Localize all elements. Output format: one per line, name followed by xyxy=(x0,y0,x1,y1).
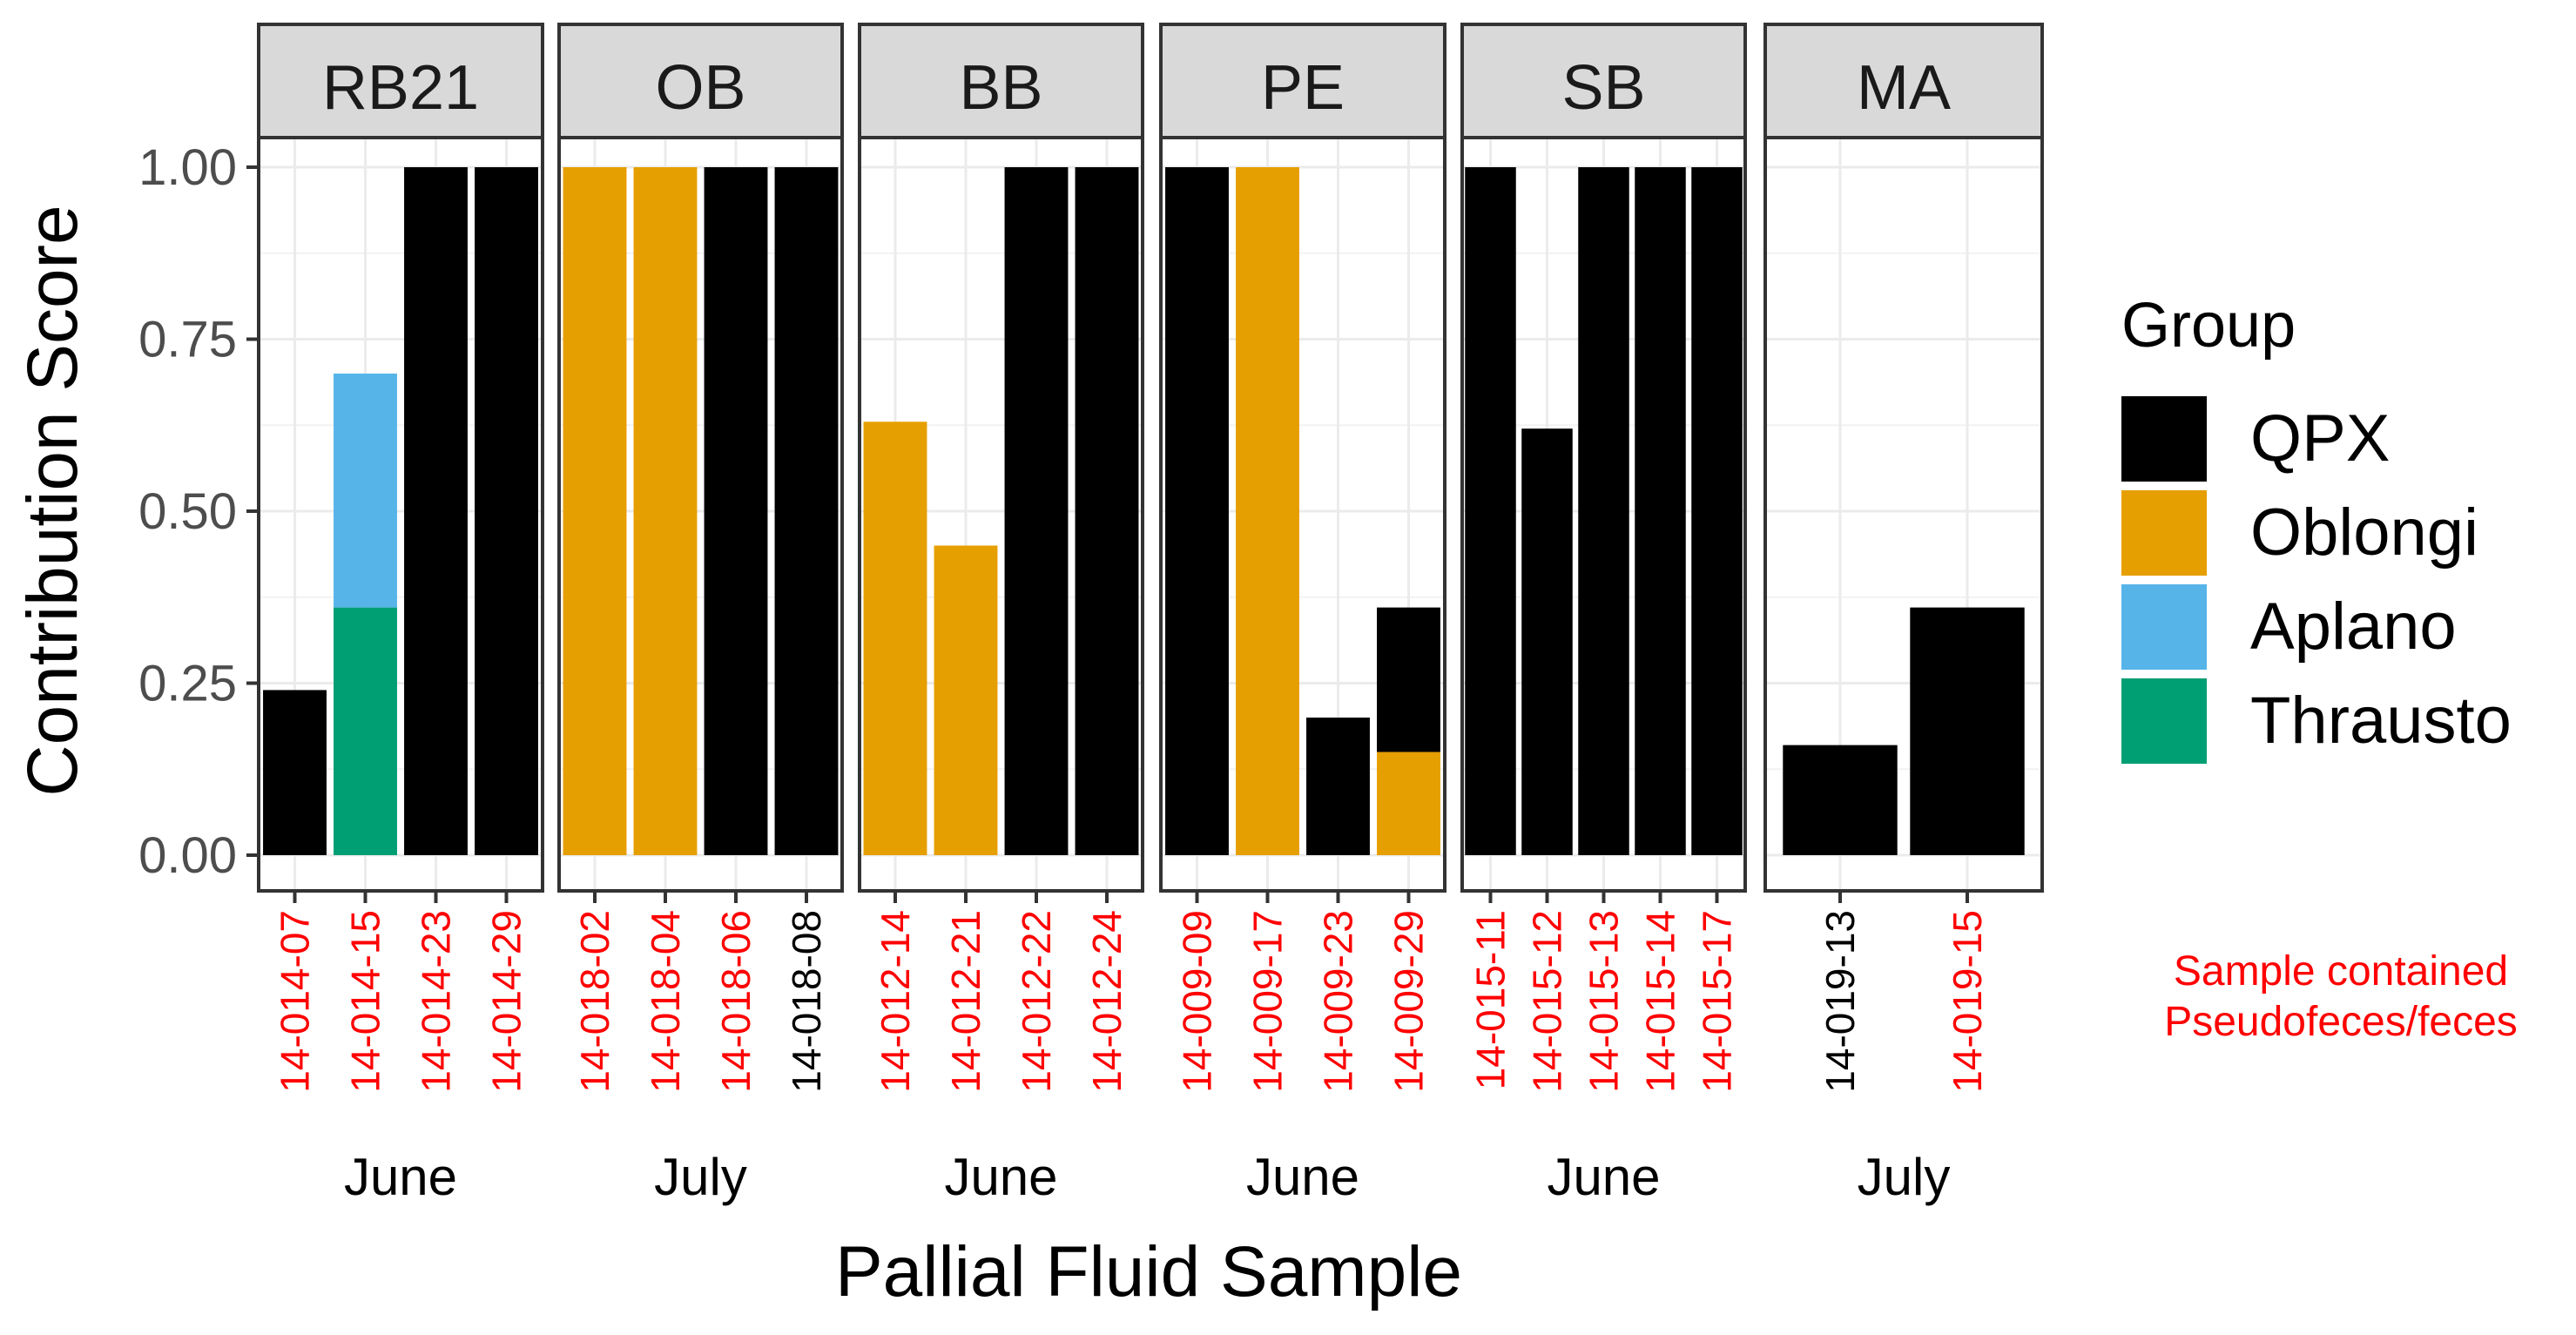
x-tick-label: 14-009-23 xyxy=(1316,910,1361,1093)
strip-background xyxy=(1763,23,2044,139)
month-label: July xyxy=(654,1148,747,1206)
panel-bb: 14-012-14 14-012-21 14-012-22 14-012-24 BB Ju… xyxy=(858,23,1144,1206)
month-label: June xyxy=(944,1148,1057,1206)
y-tick-label: 0.50 xyxy=(138,483,237,540)
strip-background xyxy=(1159,23,1446,139)
panel-ma: 14-019-13 14-019-15 MA July xyxy=(1763,23,2044,1206)
y-axis: 0.00 0.25 0.50 0.75 1.00 xyxy=(138,139,259,884)
bar-14-014-15-thrausto xyxy=(334,607,397,855)
bar-14-009-09-qpx xyxy=(1165,167,1229,855)
legend-key-aplano xyxy=(2121,584,2207,670)
strip-background xyxy=(858,23,1144,139)
bar-14-014-23-qpx xyxy=(404,167,468,855)
month-label: July xyxy=(1858,1148,1951,1206)
legend: Group QPX Oblongi Aplano Thrausto xyxy=(2121,291,2512,764)
bar-14-009-17-oblongi xyxy=(1236,167,1299,855)
y-tick-label: 0.75 xyxy=(138,312,237,368)
x-tick-label: 14-018-06 xyxy=(713,910,759,1093)
bar-14-015-17-qpx xyxy=(1691,167,1743,855)
month-label: June xyxy=(344,1148,457,1206)
x-tick-label: 14-015-17 xyxy=(1695,910,1740,1093)
legend-label-qpx: QPX xyxy=(2250,401,2391,475)
strip-label: MA xyxy=(1857,53,1951,123)
x-tick-label: 14-012-22 xyxy=(1014,910,1059,1093)
bar-14-014-07-qpx xyxy=(263,690,327,855)
month-label: June xyxy=(1547,1148,1660,1206)
legend-title: Group xyxy=(2121,291,2296,361)
x-tick-label: 14-014-29 xyxy=(484,910,529,1093)
bar-14-019-15-qpx xyxy=(1910,607,2025,855)
strip-label: RB21 xyxy=(322,53,479,123)
bar-14-012-14-oblongi xyxy=(863,421,927,855)
panel-rb21: 14-014-07 14-014-15 14-014-23 14-014-29 RB21… xyxy=(257,23,544,1206)
x-tick-label: 14-012-21 xyxy=(943,910,988,1093)
x-tick-label: 14-018-08 xyxy=(784,910,829,1093)
panel-ob: 14-018-02 14-018-04 14-018-06 14-018-08 OB Ju… xyxy=(557,23,844,1206)
legend-label-thrausto: Thrausto xyxy=(2250,684,2512,758)
x-tick-label: 14-018-02 xyxy=(572,910,617,1093)
bar-14-015-12-qpx xyxy=(1521,428,1573,855)
bar-14-012-24-qpx xyxy=(1075,167,1139,855)
strip-background xyxy=(257,23,544,139)
bar-14-009-23-qpx xyxy=(1306,718,1370,855)
legend-key-oblongi xyxy=(2121,490,2207,576)
x-tick-label: 14-009-17 xyxy=(1245,910,1291,1093)
strip-label: SB xyxy=(1561,53,1645,123)
bar-14-009-29-qpx xyxy=(1377,607,1440,752)
x-tick-label: 14-014-15 xyxy=(343,910,388,1093)
x-tick-label: 14-009-09 xyxy=(1175,910,1220,1093)
bar-14-015-13-qpx xyxy=(1578,167,1629,855)
x-tick-label: 14-015-14 xyxy=(1638,910,1683,1093)
y-tick-label: 1.00 xyxy=(138,139,237,196)
bar-14-015-11-qpx xyxy=(1465,167,1516,855)
strip-background xyxy=(557,23,844,139)
bar-14-012-22-qpx xyxy=(1004,167,1069,855)
x-axis-title: Pallial Fluid Sample xyxy=(835,1232,1462,1311)
x-tick-label: 14-009-29 xyxy=(1386,910,1432,1093)
y-tick-label: 0.25 xyxy=(138,656,237,712)
panels-layer: 14-014-07 14-014-15 14-014-23 14-014-29 RB21… xyxy=(257,23,2044,1206)
x-tick-label: 14-015-12 xyxy=(1525,910,1570,1093)
bar-14-009-29-oblongi xyxy=(1377,752,1440,855)
bar-14-018-02-oblongi xyxy=(563,167,627,855)
x-tick-label: 14-019-15 xyxy=(1945,910,1990,1093)
legend-label-oblongi: Oblongi xyxy=(2250,496,2478,570)
y-tick-label: 0.00 xyxy=(138,827,237,884)
bar-14-018-04-oblongi xyxy=(633,167,698,855)
month-label: June xyxy=(1246,1148,1359,1206)
legend-label-aplano: Aplano xyxy=(2250,590,2457,664)
legend-key-qpx xyxy=(2121,396,2207,482)
strip-background xyxy=(1460,23,1747,139)
x-tick-label: 14-019-13 xyxy=(1817,910,1863,1093)
x-tick-label: 14-012-14 xyxy=(873,910,918,1093)
x-tick-label: 14-014-23 xyxy=(414,910,459,1093)
x-tick-label: 14-012-24 xyxy=(1084,910,1130,1093)
x-tick-label: 14-014-07 xyxy=(273,910,318,1093)
strip-label: OB xyxy=(655,53,745,123)
panel-sb: 14-015-11 14-015-12 14-015-13 14-015-14 14-0… xyxy=(1460,23,1747,1206)
bar-14-019-13-qpx xyxy=(1783,745,1898,855)
bar-14-012-21-oblongi xyxy=(934,545,998,855)
panel-pe: 14-009-09 14-009-17 14-009-23 14-009-29 PE Ju… xyxy=(1159,23,1446,1206)
bar-14-014-15-aplano xyxy=(334,374,397,608)
x-tick-label: 14-015-13 xyxy=(1581,910,1627,1093)
legend-key-thrausto xyxy=(2121,678,2207,764)
y-axis-title: Contribution Score xyxy=(13,205,92,796)
bar-14-015-14-qpx xyxy=(1635,167,1686,855)
bar-14-014-29-qpx xyxy=(475,167,538,855)
x-tick-label: 14-015-11 xyxy=(1468,910,1514,1089)
strip-label: PE xyxy=(1261,53,1345,123)
strip-label: BB xyxy=(959,53,1042,123)
bar-14-018-06-qpx xyxy=(704,167,768,855)
x-tick-label: 14-018-04 xyxy=(643,910,688,1093)
note-line: Sample contained xyxy=(2174,948,2508,995)
note-line: Pseudofeces/feces xyxy=(2164,999,2518,1045)
bar-14-018-08-qpx xyxy=(774,167,839,855)
